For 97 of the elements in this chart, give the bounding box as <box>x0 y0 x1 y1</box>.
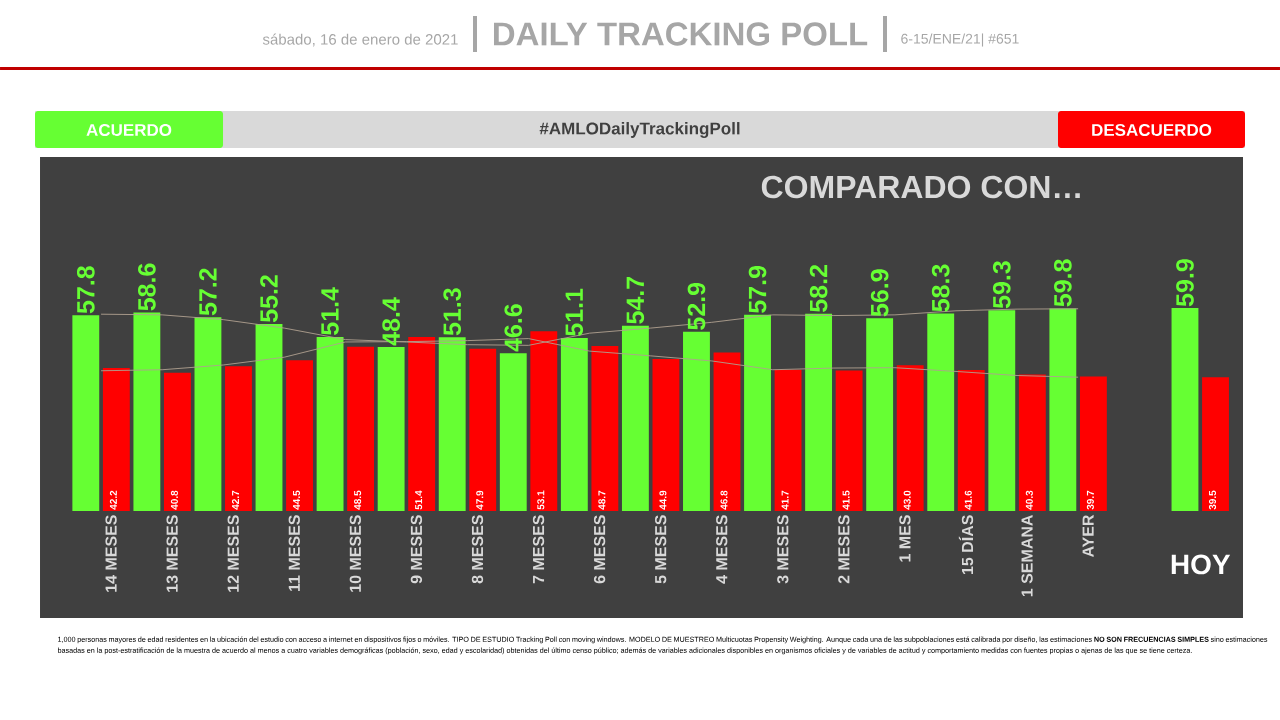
bar <box>927 313 955 511</box>
data-label: 39.5 <box>1208 490 1217 510</box>
text: 6-15/ENE/21| #651 <box>901 33 1019 47</box>
data-label: 46.8 <box>720 490 728 510</box>
text: #AMLODailyTrackingPoll <box>539 122 740 138</box>
bar <box>347 346 375 511</box>
data-label: 40.3 <box>1025 490 1033 510</box>
chart-title: DAILY TRACKING POLL <box>493 22 868 46</box>
data-label: 57.2 <box>199 268 217 316</box>
bar <box>194 317 222 511</box>
x-tick-label: 2 MESES <box>838 515 850 584</box>
bar <box>469 348 497 511</box>
bar <box>499 353 527 511</box>
bar <box>377 347 405 511</box>
bar <box>530 331 558 511</box>
data-label: 46.6 <box>504 304 523 352</box>
bar <box>713 352 741 511</box>
bar <box>683 331 710 511</box>
data-label: 59.8 <box>1054 259 1072 307</box>
bar <box>255 324 283 511</box>
text: COMPARADO CON… <box>761 175 1080 199</box>
data-label: 54.7 <box>626 276 645 324</box>
bar <box>1079 376 1107 511</box>
data-label: 41.7 <box>781 490 789 510</box>
bar <box>1171 308 1199 511</box>
bar <box>835 370 863 511</box>
bar <box>744 314 771 511</box>
text: ACUERDO <box>86 123 172 137</box>
text: DESACUERDO <box>1092 123 1212 137</box>
data-label: 51.4 <box>415 490 423 510</box>
bar <box>163 372 191 511</box>
bar <box>866 318 894 511</box>
x-tick-label: 1 SEMANA <box>1021 514 1033 597</box>
data-label: 44.9 <box>659 490 667 510</box>
bar <box>591 346 619 511</box>
bar <box>774 369 802 511</box>
data-label: 39.7 <box>1086 490 1094 510</box>
bar <box>286 360 313 511</box>
data-label: 48.5 <box>354 490 362 510</box>
data-label: 58.2 <box>809 265 828 312</box>
bar <box>957 370 985 511</box>
x-tick-label: 15 DÍAS <box>958 515 974 574</box>
data-label: 51.1 <box>565 288 584 336</box>
bar <box>805 313 833 511</box>
data-label: 57.9 <box>748 265 767 313</box>
data-label: 58.6 <box>138 263 156 311</box>
data-label: 51.4 <box>321 287 339 335</box>
data-label: 47.9 <box>476 490 484 510</box>
bar <box>621 325 649 511</box>
bar <box>652 358 680 511</box>
x-tick-label: 4 MESES <box>716 515 728 584</box>
bar <box>133 312 161 511</box>
bar <box>225 366 252 511</box>
data-label: 52.9 <box>687 282 706 330</box>
data-label: 41.5 <box>842 490 850 510</box>
x-tick-label: 8 MESES <box>471 515 484 584</box>
chart-subtitle: sábado, 16 de enero de 2021 <box>262 33 458 47</box>
data-label: 48.4 <box>382 297 400 346</box>
data-label: 59.3 <box>992 261 1011 309</box>
x-tick-label: 3 MESES <box>777 515 789 584</box>
bar <box>1049 308 1077 511</box>
data-label: 56.9 <box>870 269 889 317</box>
x-tick-label: 10 MESES <box>349 515 361 592</box>
x-tick-label: 6 MESES <box>593 515 606 584</box>
x-tick-label: 5 MESES <box>655 515 667 584</box>
x-tick-label: 11 MESES <box>288 515 300 591</box>
x-tick-label: AYER <box>1082 514 1094 558</box>
bar <box>1018 374 1046 511</box>
data-label: 59.9 <box>1176 259 1194 307</box>
bar <box>1202 377 1229 511</box>
data-label: 58.3 <box>931 264 950 312</box>
x-tick-label: HOY <box>1171 554 1231 575</box>
bar <box>896 365 924 511</box>
bar <box>72 315 100 511</box>
bar <box>316 336 344 511</box>
data-label: 51.3 <box>443 288 462 336</box>
bar <box>408 336 436 511</box>
bar <box>102 368 130 511</box>
x-tick-label: 1 MES <box>899 515 911 562</box>
x-tick-label: 12 MESES <box>227 515 239 592</box>
x-tick-label: 14 MESES <box>105 515 117 592</box>
data-label: 57.8 <box>76 266 95 314</box>
data-label: 44.5 <box>293 490 301 510</box>
data-label: 42.7 <box>231 490 239 510</box>
data-label: 48.7 <box>598 490 606 510</box>
data-label: 55.2 <box>260 275 278 323</box>
x-tick-label: 7 MESES <box>532 515 545 584</box>
x-tick-label: 9 MESES <box>410 515 423 584</box>
data-label: 41.6 <box>964 490 972 510</box>
data-label: 43.0 <box>903 490 911 510</box>
data-label: 53.1 <box>537 490 545 510</box>
data-label: 42.2 <box>109 490 117 510</box>
bar <box>560 337 588 511</box>
x-tick-label: 13 MESES <box>166 515 178 592</box>
bar <box>438 337 466 511</box>
data-label: 40.8 <box>170 490 178 510</box>
bar <box>988 310 1016 511</box>
